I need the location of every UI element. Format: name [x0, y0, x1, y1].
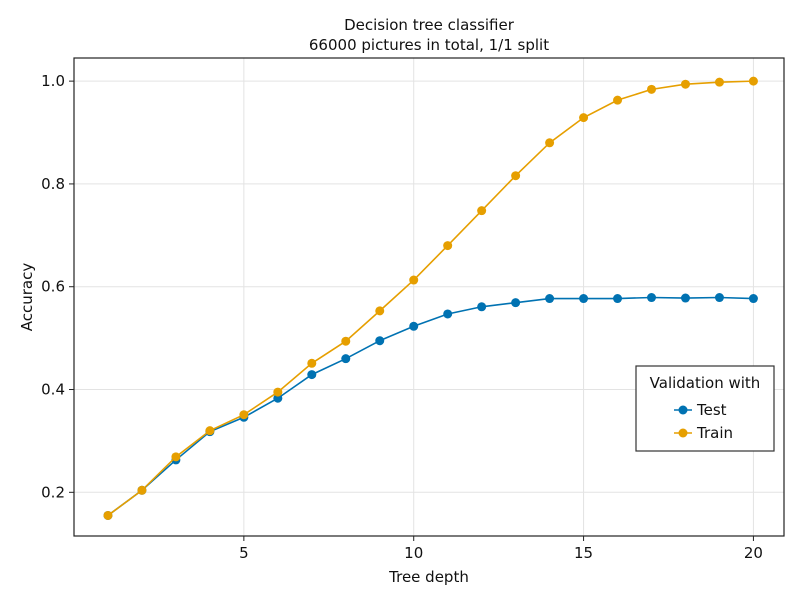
data-point-train [443, 241, 453, 251]
data-point-test [613, 294, 623, 304]
axis-ticks: 5 10 15 20 0.2 0.4 0.6 0.8 1.0 [41, 72, 763, 562]
grid-lines [74, 58, 784, 536]
data-point-train [409, 275, 419, 285]
series-line-test [107, 296, 754, 517]
data-point-test [443, 309, 453, 319]
legend-box [635, 365, 775, 452]
data-point-train [375, 306, 385, 316]
series-train [103, 76, 758, 520]
data-point-train [205, 426, 215, 436]
data-point-train [307, 358, 317, 368]
x-tick-label: 5 [239, 544, 249, 562]
data-point-train [171, 452, 181, 462]
x-tick-label: 10 [404, 544, 423, 562]
data-point-test [714, 293, 724, 303]
data-point-test [341, 354, 351, 364]
chart-subtitle: 66000 pictures in total, 1/1 split [309, 36, 549, 54]
data-point-train [748, 76, 758, 86]
plot-frame [73, 57, 785, 537]
y-tick-label: 0.4 [41, 381, 65, 399]
legend-label-train: Train [696, 424, 733, 442]
data-point-train [579, 113, 589, 123]
data-point-train [273, 387, 283, 397]
data-point-test [477, 302, 487, 312]
data-point-test [273, 393, 283, 403]
y-tick-label: 0.2 [41, 483, 65, 501]
y-tick-label: 0.8 [41, 175, 65, 193]
legend-marker-train [678, 428, 688, 438]
y-tick-label: 0.6 [41, 278, 65, 296]
x-axis-label: Tree depth [388, 568, 469, 586]
series-layer [103, 76, 758, 520]
data-point-train [647, 84, 657, 94]
legend-label-test: Test [696, 401, 727, 419]
data-point-test [647, 293, 657, 303]
data-point-test [409, 321, 419, 331]
legend-item-test: Test [674, 401, 727, 419]
y-axis-label: Accuracy [18, 263, 36, 332]
data-point-train [477, 206, 487, 216]
data-point-test [748, 294, 758, 304]
series-line-train [107, 80, 754, 517]
data-point-test [375, 336, 385, 346]
data-point-test [511, 298, 521, 308]
data-point-test [579, 294, 589, 304]
legend-title: Validation with [650, 374, 761, 392]
data-point-train [341, 336, 351, 346]
data-point-test [307, 370, 317, 380]
data-point-test [680, 293, 690, 303]
data-point-train [239, 410, 249, 420]
legend: Validation with Test Train [635, 365, 775, 452]
data-point-train [137, 485, 147, 495]
y-tick-label: 1.0 [41, 72, 65, 90]
data-point-train [103, 510, 113, 520]
legend-marker-test [678, 405, 688, 415]
data-point-train [511, 171, 521, 181]
data-point-train [680, 79, 690, 89]
data-point-test [545, 294, 555, 304]
data-point-train [613, 95, 623, 105]
data-point-train [545, 138, 555, 148]
chart-title: Decision tree classifier [344, 16, 515, 34]
data-point-train [714, 77, 724, 87]
x-tick-label: 15 [574, 544, 593, 562]
legend-item-train: Train [674, 424, 733, 442]
x-tick-label: 20 [744, 544, 763, 562]
